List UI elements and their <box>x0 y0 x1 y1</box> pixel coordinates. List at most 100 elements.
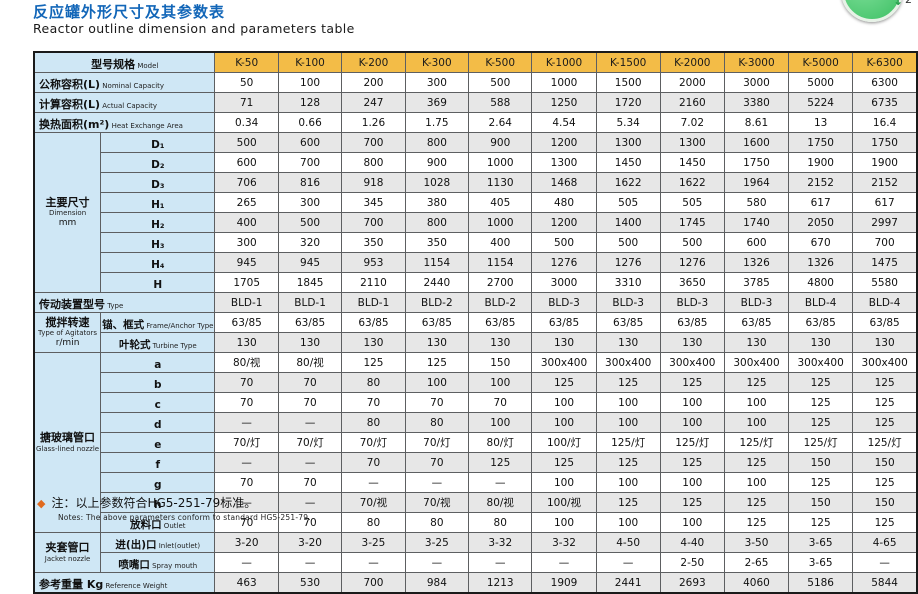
value-cell: 3380 <box>723 92 790 113</box>
table-row: 换热面积(m²) Heat Exchange Area 0.34 0.66 1.26 1… <box>33 112 918 133</box>
value-cell: 80/视 <box>214 352 279 373</box>
model-header-cell: K-3000 <box>723 51 790 73</box>
value-cell: — <box>468 472 533 493</box>
value-cell: 1200 <box>531 132 597 153</box>
sub-label: D₁ <box>100 132 216 153</box>
sub-label: D₃ <box>100 172 216 193</box>
row-label: 参考重量 Kg Reference Weight <box>33 572 216 594</box>
value-cell: 130 <box>404 332 470 353</box>
value-cell: 125/灯 <box>852 432 918 453</box>
value-cell: — <box>214 412 279 433</box>
value-cell: 2152 <box>852 172 918 193</box>
value-cell: 800 <box>341 152 406 173</box>
footnote-cn-text: 注：以上参数符合HG5-251-79标准。 <box>51 496 257 510</box>
value-cell: 2160 <box>659 92 725 113</box>
value-cell: 5186 <box>788 572 854 594</box>
table-head: 型号规格 Model K-50 K-100 K-200 K-300 K-500 K-1000… <box>33 51 918 73</box>
value-cell: 130 <box>214 332 279 353</box>
table-row: e 70/灯 70/灯 70/灯 70/灯 80/灯 100/灯 125/灯 125/灯 125/… <box>34 432 918 453</box>
value-cell: 100 <box>595 472 661 493</box>
sub-label: 锚、框式 Frame/Anchor Type <box>100 312 216 333</box>
label-en: Nominal Capacity <box>100 82 165 90</box>
value-cell: — <box>468 552 533 573</box>
footnote-en: Notes: The above parameters conform to s… <box>58 513 311 522</box>
row-label: 计算容积(L) Actual Capacity <box>33 92 216 113</box>
value-cell: 70/灯 <box>404 432 470 453</box>
sub-label: d <box>100 412 216 433</box>
value-cell: 2997 <box>852 212 918 233</box>
value-cell: 300 <box>214 232 279 253</box>
value-cell: 1154 <box>468 252 533 273</box>
value-cell: 80 <box>404 512 470 533</box>
value-cell: 3-32 <box>468 532 533 553</box>
value-cell: 3-50 <box>723 532 790 553</box>
footnote-cn: ◆ 注：以上参数符合HG5-251-79标准。 <box>37 494 311 511</box>
value-cell: 984 <box>404 572 470 594</box>
value-cell: 125 <box>595 492 661 513</box>
value-cell: 125 <box>531 452 597 473</box>
value-cell: 125 <box>852 472 918 493</box>
label-cn: 喷嘴口 <box>118 559 150 571</box>
value-cell: 100 <box>595 512 661 533</box>
value-cell: 130 <box>531 332 597 353</box>
value-cell: 530 <box>277 572 343 594</box>
value-cell: 1745 <box>659 212 725 233</box>
value-cell: 63/85 <box>788 312 854 333</box>
value-cell: 100 <box>659 392 725 413</box>
value-cell: — <box>341 552 406 573</box>
value-cell: — <box>404 472 470 493</box>
value-cell: 300x400 <box>723 352 790 373</box>
value-cell: — <box>277 492 343 513</box>
table-row: 搅拌转速 Type of Agitators r/min 锚、框式 Frame/Anc… <box>33 312 918 353</box>
sub-label: H₄ <box>100 252 216 273</box>
value-cell: 670 <box>788 232 854 253</box>
value-cell: 1000 <box>531 72 597 93</box>
label-cn: H₄ <box>151 259 165 271</box>
value-cell: BLD-4 <box>852 292 918 313</box>
value-cell: 1.75 <box>404 112 470 133</box>
label-en: Type <box>105 302 124 310</box>
value-cell: 800 <box>404 212 470 233</box>
label-cn: 参考重量 Kg <box>39 578 104 591</box>
value-cell: 5.34 <box>595 112 661 133</box>
value-cell: 100 <box>723 472 790 493</box>
value-cell: 100 <box>404 372 470 393</box>
value-cell: 600 <box>723 232 790 253</box>
value-cell: 588 <box>468 92 533 113</box>
sub-label: 进(出)口 Inlet(outlet) <box>100 532 216 553</box>
model-header-cell: K-100 <box>277 51 343 73</box>
table-row: 参考重量 Kg Reference Weight 463 530 700 984 1213… <box>33 572 918 594</box>
download-arrow-icon[interactable]: ↓ <box>893 0 904 8</box>
value-cell: 80 <box>341 372 406 393</box>
label-cn: H <box>153 279 163 291</box>
value-cell: 70/视 <box>341 492 406 513</box>
value-cell: 1720 <box>595 92 661 113</box>
value-cell: 500 <box>277 212 343 233</box>
value-cell: BLD-3 <box>531 292 597 313</box>
value-cell: 128 <box>277 92 343 113</box>
table-row: g 70 70— — —100 100 100 100 125 125 <box>34 472 918 493</box>
value-cell: 70/视 <box>404 492 470 513</box>
value-cell: 150 <box>788 492 854 513</box>
value-cell: 63/85 <box>595 312 661 333</box>
value-cell: 125 <box>723 512 790 533</box>
value-cell: 130 <box>659 332 725 353</box>
value-cell: 125/灯 <box>788 432 854 453</box>
value-cell: — <box>277 412 343 433</box>
value-cell: 1450 <box>659 152 725 173</box>
value-cell: 70 <box>214 392 279 413</box>
value-cell: 63/85 <box>341 312 406 333</box>
value-cell: 5844 <box>852 572 918 594</box>
value-cell: 50 <box>214 72 279 93</box>
value-cell: 1468 <box>531 172 597 193</box>
value-cell: 320 <box>277 232 343 253</box>
group-label-en: Jacket nozzle <box>44 555 91 563</box>
label-cn: H₁ <box>151 199 165 211</box>
value-cell: 125 <box>595 372 661 393</box>
value-cell: — <box>214 452 279 473</box>
value-cell: 580 <box>723 192 790 213</box>
value-cell: 500 <box>468 72 533 93</box>
group-label-en: Dimension <box>48 209 87 218</box>
value-cell: 945 <box>277 252 343 273</box>
sub-label: e <box>100 432 216 453</box>
